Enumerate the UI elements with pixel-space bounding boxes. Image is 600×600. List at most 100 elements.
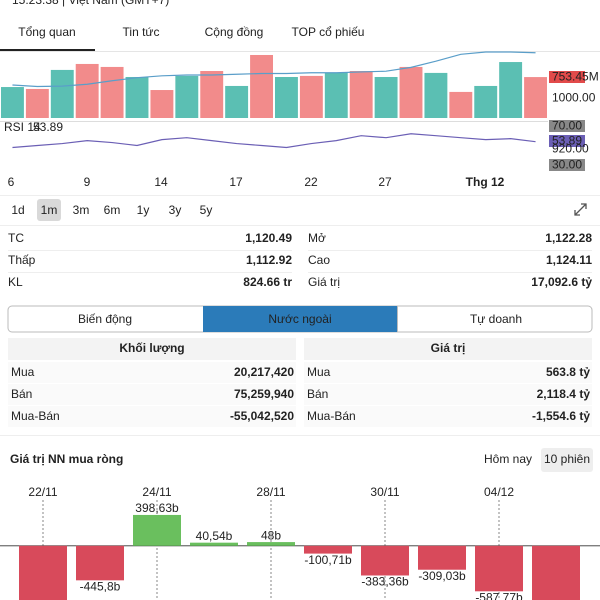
data-label: 48b — [261, 528, 281, 542]
data-label: -309,03b — [418, 569, 466, 583]
table-row-label: Mua — [11, 365, 35, 379]
stat-value: 1,112.92 — [246, 253, 292, 267]
table-row-bg — [304, 384, 592, 405]
bar — [247, 542, 295, 546]
table-row-bg — [8, 362, 296, 383]
bar — [361, 545, 409, 576]
data-label: -445,8b — [80, 579, 121, 593]
table-header: Khối lượng — [119, 341, 184, 355]
timeframe[interactable]: 1y — [137, 203, 150, 217]
volume-bar — [275, 76, 298, 118]
bar — [532, 545, 580, 600]
tab-border — [0, 51, 600, 52]
segment[interactable]: Biến động — [78, 312, 132, 326]
volume-bar — [225, 85, 249, 118]
stat-label: Thấp — [8, 253, 36, 267]
tab[interactable]: Tổng quan — [18, 25, 75, 39]
axis-label: 53.89 — [552, 134, 582, 148]
rsi-border — [0, 121, 548, 122]
timeframe[interactable]: 3y — [169, 203, 182, 217]
axis-label-box — [549, 71, 585, 83]
separator — [0, 195, 600, 196]
x-tick-label: 27 — [378, 175, 392, 189]
volume-bar — [175, 75, 199, 118]
table-row-label: Bán — [307, 387, 328, 401]
table-cell: 563.8 tỷ — [546, 365, 590, 379]
table-row-label: Mua-Bán — [11, 409, 60, 423]
stat-label: TC — [8, 231, 24, 245]
table-cell: -1,554.6 tỷ — [532, 409, 590, 423]
timeframe-selected — [37, 199, 61, 221]
expand-icon[interactable] — [574, 203, 587, 216]
table-row-bg — [8, 384, 296, 405]
x-tick-label: 9 — [84, 175, 91, 189]
volume-bar — [150, 90, 174, 118]
volume-bar — [25, 88, 49, 118]
segment[interactable]: Tự doanh — [470, 312, 522, 326]
x-tick-label: Thg 12 — [466, 175, 505, 189]
timeframe[interactable]: 1d — [11, 203, 24, 217]
volume-bar — [1, 87, 24, 118]
timeframe[interactable]: 5y — [200, 203, 213, 217]
x-tick-label: 28/11 — [256, 485, 285, 499]
table-row-label: Bán — [11, 387, 32, 401]
separator — [0, 225, 600, 226]
rsi-line — [12, 133, 536, 149]
bar — [190, 542, 238, 546]
table-cell: -55,042,520 — [230, 409, 294, 423]
rsi-name: RSI 14 — [4, 120, 41, 134]
axis-label: 920.00 — [552, 142, 589, 156]
volume-bar — [299, 75, 323, 118]
period-button[interactable]: Hôm nay — [484, 452, 532, 466]
timeframe[interactable]: 6m — [104, 203, 121, 217]
stat-label: KL — [8, 275, 23, 289]
table-row-bg — [8, 406, 296, 427]
x-tick-label: 22/11 — [28, 485, 57, 499]
volume-bar — [324, 72, 348, 118]
x-tick-label: 24/11 — [142, 485, 171, 499]
volume-bar — [75, 63, 99, 118]
button-selected — [541, 448, 593, 472]
stat-separator — [308, 272, 592, 273]
stat-value: 824.66 tr — [243, 275, 292, 289]
timeframe[interactable]: 3m — [73, 203, 90, 217]
tab-underline — [0, 49, 95, 51]
volume-bar — [524, 77, 547, 118]
tab[interactable]: TOP cổ phiếu — [292, 25, 365, 39]
stat-value: 1,120.49 — [245, 231, 292, 245]
bar — [76, 545, 124, 581]
segment[interactable]: Nước ngoài — [268, 312, 331, 326]
bar — [418, 545, 466, 570]
data-label: 398,63b — [135, 501, 179, 515]
tab[interactable]: Cộng đồng — [205, 25, 264, 39]
volume-bar — [200, 71, 224, 118]
period-button[interactable]: 10 phiên — [544, 452, 590, 466]
volume-bar — [374, 76, 398, 118]
volume-bar — [250, 54, 273, 118]
x-tick-label: 14 — [154, 175, 168, 189]
stat-value: 1,122.28 — [545, 231, 592, 245]
volume-bar — [399, 66, 423, 118]
bar — [304, 545, 352, 554]
stat-separator — [8, 250, 292, 251]
x-tick-label: 6 — [8, 175, 15, 189]
data-label: -587,77b — [475, 590, 523, 600]
table-row-label: Mua-Bán — [307, 409, 356, 423]
segment-selected — [203, 306, 397, 332]
section-title: Giá trị NN mua ròng — [10, 452, 123, 466]
stat-label: Giá trị — [308, 275, 340, 289]
axis-label: 1000.00 — [552, 91, 596, 105]
table-cell: 2,118.4 tỷ — [537, 387, 591, 401]
axis-label-box — [549, 135, 585, 147]
status-text: 15:23:38 | Việt Nam (GMT+7) — [12, 0, 169, 7]
timeframe[interactable]: 1m — [41, 203, 58, 217]
volume-bar — [424, 72, 448, 118]
table-row-bg — [304, 406, 592, 427]
rsi-value: 53.89 — [33, 120, 63, 134]
stat-separator — [308, 250, 592, 251]
tab[interactable]: Tin tức — [123, 25, 160, 39]
stat-label: Mở — [308, 231, 326, 245]
bar — [19, 545, 67, 600]
data-label: 40,54b — [196, 529, 233, 543]
axis-label: 70.00 — [552, 119, 582, 133]
